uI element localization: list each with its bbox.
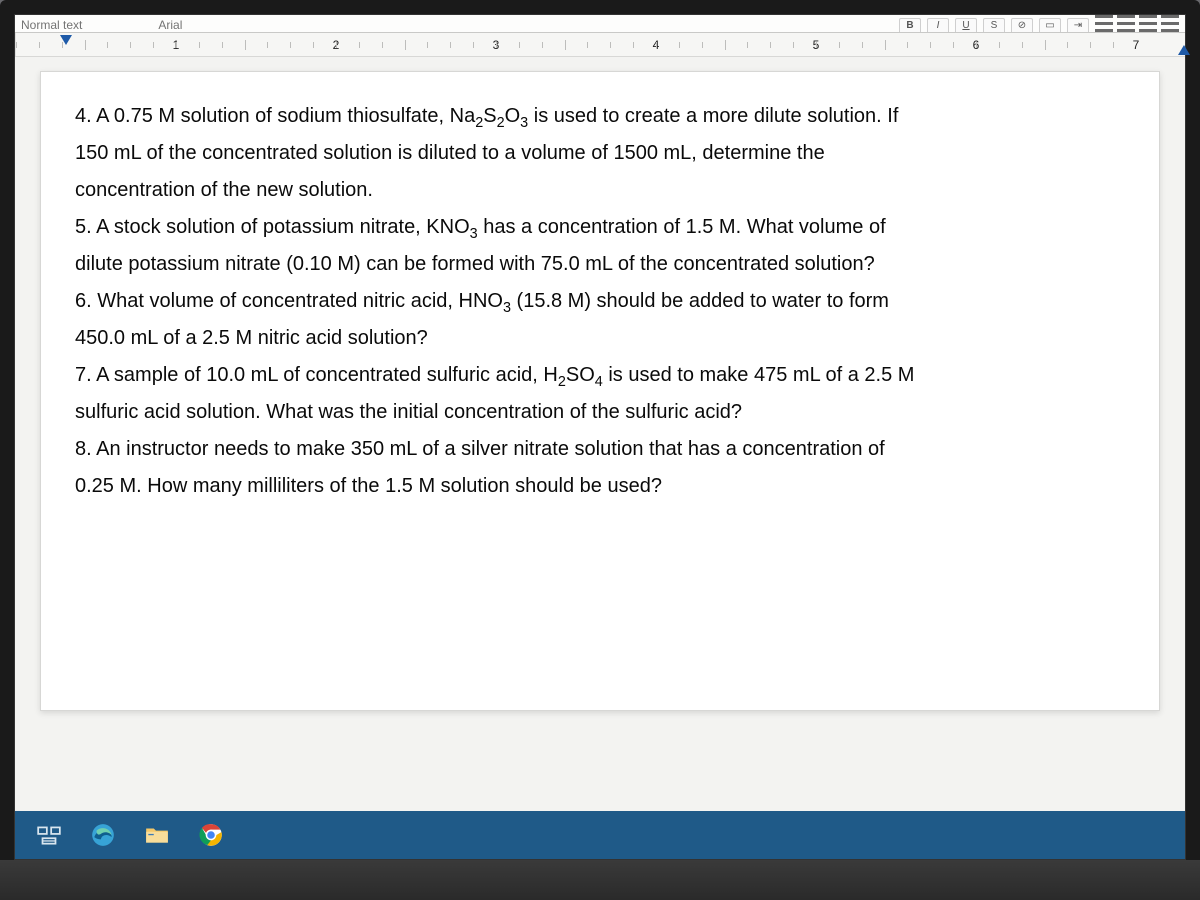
indent-button-cut[interactable]: ⇥ xyxy=(1067,18,1089,32)
question-4-line-1: 4. A 0.75 M solution of sodium thiosulfa… xyxy=(75,98,1125,135)
question-4-line-3: concentration of the new solution. xyxy=(75,172,1125,209)
windows-taskbar xyxy=(15,811,1185,859)
style-dropdown-cut[interactable]: Normal text xyxy=(21,18,82,32)
question-5-line-2: dilute potassium nitrate (0.10 M) can be… xyxy=(75,246,1125,283)
desk-surface xyxy=(0,860,1200,900)
question-8-line-2: 0.25 M. How many milliliters of the 1.5 … xyxy=(75,468,1125,505)
bold-button-cut[interactable]: B xyxy=(899,18,921,32)
document-body[interactable]: 4. A 0.75 M solution of sodium thiosulfa… xyxy=(75,98,1125,505)
horizontal-ruler[interactable]: 1 2 3 4 5 6 7 xyxy=(16,33,1196,56)
task-view-icon xyxy=(36,822,62,848)
question-8-line-1: 8. An instructor needs to make 350 mL of… xyxy=(75,431,1125,468)
screen: Normal text Arial B I U S ⊘ ▭ ⇥ 1 xyxy=(14,14,1186,860)
image-button-cut[interactable]: ▭ xyxy=(1039,18,1061,32)
question-4-line-2: 150 mL of the concentrated solution is d… xyxy=(75,135,1125,172)
page-workspace[interactable]: 4. A 0.75 M solution of sodium thiosulfa… xyxy=(15,57,1185,811)
question-6-line-2: 450.0 mL of a 2.5 M nitric acid solution… xyxy=(75,320,1125,357)
ruler-number: 7 xyxy=(1133,38,1140,52)
question-7-line-1: 7. A sample of 10.0 mL of concentrated s… xyxy=(75,357,1125,394)
italic-button-cut[interactable]: I xyxy=(927,18,949,32)
task-view-button[interactable] xyxy=(25,815,73,855)
file-explorer-button[interactable] xyxy=(133,815,181,855)
document-page[interactable]: 4. A 0.75 M solution of sodium thiosulfa… xyxy=(40,71,1160,711)
ruler-row: 1 2 3 4 5 6 7 xyxy=(15,33,1185,57)
align-buttons-cut[interactable] xyxy=(1095,15,1179,32)
chrome-icon xyxy=(198,822,224,848)
font-dropdown-cut[interactable]: Arial xyxy=(158,18,182,32)
right-indent-marker[interactable] xyxy=(1178,45,1190,55)
question-6-line-1: 6. What volume of concentrated nitric ac… xyxy=(75,283,1125,320)
strike-button-cut[interactable]: S xyxy=(983,18,1005,32)
toolbar-strip: Normal text Arial B I U S ⊘ ▭ ⇥ xyxy=(15,15,1185,33)
edge-icon xyxy=(90,822,116,848)
folder-icon xyxy=(144,822,170,848)
question-7-line-2: sulfuric acid solution. What was the ini… xyxy=(75,394,1125,431)
edge-browser-button[interactable] xyxy=(79,815,127,855)
question-5-line-1: 5. A stock solution of potassium nitrate… xyxy=(75,209,1125,246)
link-button-cut[interactable]: ⊘ xyxy=(1011,18,1033,32)
chrome-browser-button[interactable] xyxy=(187,815,235,855)
underline-button-cut[interactable]: U xyxy=(955,18,977,32)
monitor-bezel: Normal text Arial B I U S ⊘ ▭ ⇥ 1 xyxy=(0,0,1200,860)
